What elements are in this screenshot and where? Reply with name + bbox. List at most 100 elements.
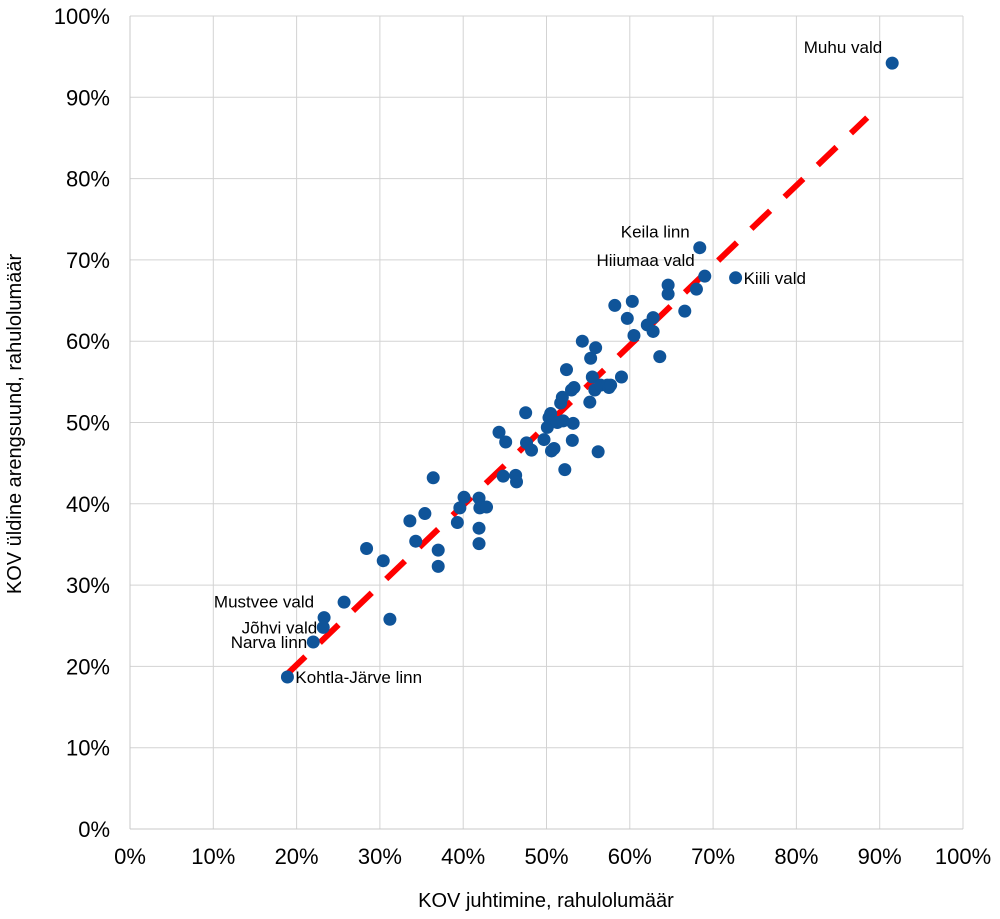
- data-point: [317, 611, 331, 625]
- data-point: [604, 378, 618, 392]
- x-tick-label: 100%: [935, 844, 991, 869]
- point-label: Narva linn: [231, 633, 308, 652]
- point-label: Kohtla-Järve linn: [295, 668, 422, 687]
- x-tick-label: 30%: [358, 844, 402, 869]
- data-point: [555, 390, 569, 404]
- y-tick-label: 0%: [78, 817, 110, 842]
- data-point: [450, 515, 464, 529]
- data-point: [540, 420, 554, 434]
- point-label: Kiili vald: [744, 269, 806, 288]
- y-axis-title: KOV üldine arengsuund, rahulolumäär: [4, 254, 26, 595]
- data-point: [585, 370, 599, 384]
- y-tick-label: 30%: [66, 573, 110, 598]
- data-point: [519, 406, 533, 420]
- data-point: [567, 381, 581, 395]
- data-point: [280, 670, 294, 684]
- data-point: [584, 351, 598, 365]
- data-point: [306, 635, 320, 649]
- data-point: [376, 554, 390, 568]
- data-point: [457, 490, 471, 504]
- y-tick-label: 60%: [66, 329, 110, 354]
- x-tick-label: 70%: [691, 844, 735, 869]
- data-point: [565, 433, 579, 447]
- data-point: [583, 395, 597, 409]
- y-tick-label: 40%: [66, 492, 110, 517]
- y-tick-label: 100%: [54, 4, 110, 29]
- x-tick-label: 90%: [858, 844, 902, 869]
- x-tick-label: 0%: [114, 844, 146, 869]
- tick-labels: 0% 10% 20% 30% 40% 50% 60% 70% 80% 90% 100% 0% 10% 20…: [54, 4, 991, 869]
- point-label: Hiiumaa vald: [597, 251, 695, 270]
- trendline-layer: [284, 115, 870, 677]
- data-point: [499, 435, 513, 449]
- x-tick-label: 80%: [774, 844, 818, 869]
- point-label: Keila linn: [621, 223, 690, 242]
- data-point: [678, 304, 692, 318]
- data-point: [403, 514, 417, 528]
- data-point: [510, 475, 524, 489]
- data-point: [625, 294, 639, 308]
- y-tick-label: 70%: [66, 248, 110, 273]
- data-point: [383, 612, 397, 626]
- data-point: [544, 407, 558, 421]
- data-point: [689, 282, 703, 296]
- y-tick-label: 20%: [66, 654, 110, 679]
- data-point: [472, 521, 486, 535]
- data-point: [547, 442, 561, 456]
- data-point: [627, 329, 641, 343]
- data-point: [885, 56, 899, 70]
- x-tick-label: 20%: [275, 844, 319, 869]
- data-point: [646, 324, 660, 338]
- y-tick-label: 10%: [66, 736, 110, 761]
- x-tick-label: 60%: [608, 844, 652, 869]
- axes: [129, 16, 963, 830]
- data-point: [693, 241, 707, 255]
- data-point: [426, 471, 440, 485]
- x-tick-label: 50%: [524, 844, 568, 869]
- data-point: [698, 269, 712, 283]
- data-point: [418, 507, 432, 521]
- data-point: [646, 311, 660, 325]
- gridlines: [130, 15, 964, 829]
- data-point: [653, 350, 667, 364]
- y-tick-label: 80%: [66, 167, 110, 192]
- y-tick-label: 90%: [66, 85, 110, 110]
- x-tick-label: 40%: [441, 844, 485, 869]
- data-point: [620, 311, 634, 325]
- data-point: [472, 491, 486, 505]
- data-point: [575, 334, 589, 348]
- trendline: [284, 115, 870, 677]
- data-point: [729, 271, 743, 285]
- data-point: [492, 425, 506, 439]
- data-point: [589, 341, 603, 355]
- data-point: [472, 537, 486, 551]
- data-point: [431, 559, 445, 573]
- point-label: Mustvee vald: [214, 593, 314, 612]
- data-point: [559, 363, 573, 377]
- data-point: [608, 298, 622, 312]
- data-point: [316, 620, 330, 634]
- data-points: [280, 56, 899, 684]
- data-point: [614, 370, 628, 384]
- y-tick-label: 50%: [66, 411, 110, 436]
- data-point: [453, 501, 467, 515]
- point-label: Muhu vald: [804, 38, 882, 57]
- data-point: [480, 500, 494, 514]
- data-point: [409, 534, 423, 548]
- x-tick-label: 10%: [191, 844, 235, 869]
- point-labels: Muhu vald Keila linn Hiiumaa vald Kiili val…: [214, 38, 882, 687]
- data-point: [537, 433, 551, 447]
- data-point: [360, 542, 374, 556]
- data-point: [525, 443, 539, 457]
- data-point: [431, 543, 445, 557]
- data-point: [566, 416, 580, 430]
- data-point: [661, 287, 675, 301]
- x-axis-title: KOV juhtimine, rahulolumäär: [418, 890, 674, 912]
- data-point: [591, 445, 605, 459]
- point-label: Jõhvi vald: [242, 618, 318, 637]
- data-point: [556, 414, 570, 428]
- data-point: [496, 469, 510, 483]
- data-point: [337, 595, 351, 609]
- data-point: [661, 278, 675, 292]
